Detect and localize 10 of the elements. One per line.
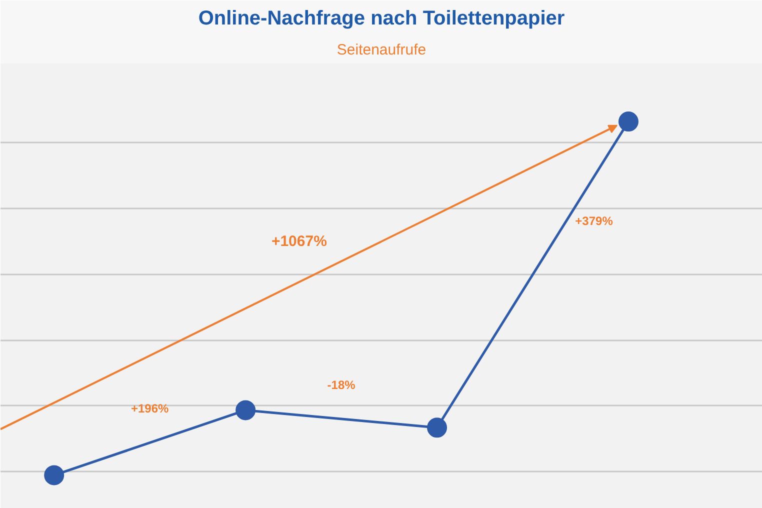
annotation: +379% [575, 214, 614, 228]
annotation: +196% [130, 402, 170, 416]
point [44, 465, 64, 486]
annotation: +1067% [271, 233, 327, 250]
chart-title: Online-Nachfrage nach Toilettenpapier [198, 8, 565, 30]
point [618, 112, 638, 132]
chart-subtitle: Seitenaufrufe [336, 42, 426, 58]
point [427, 418, 448, 438]
annotation: -18% [327, 378, 356, 392]
point [236, 400, 256, 420]
